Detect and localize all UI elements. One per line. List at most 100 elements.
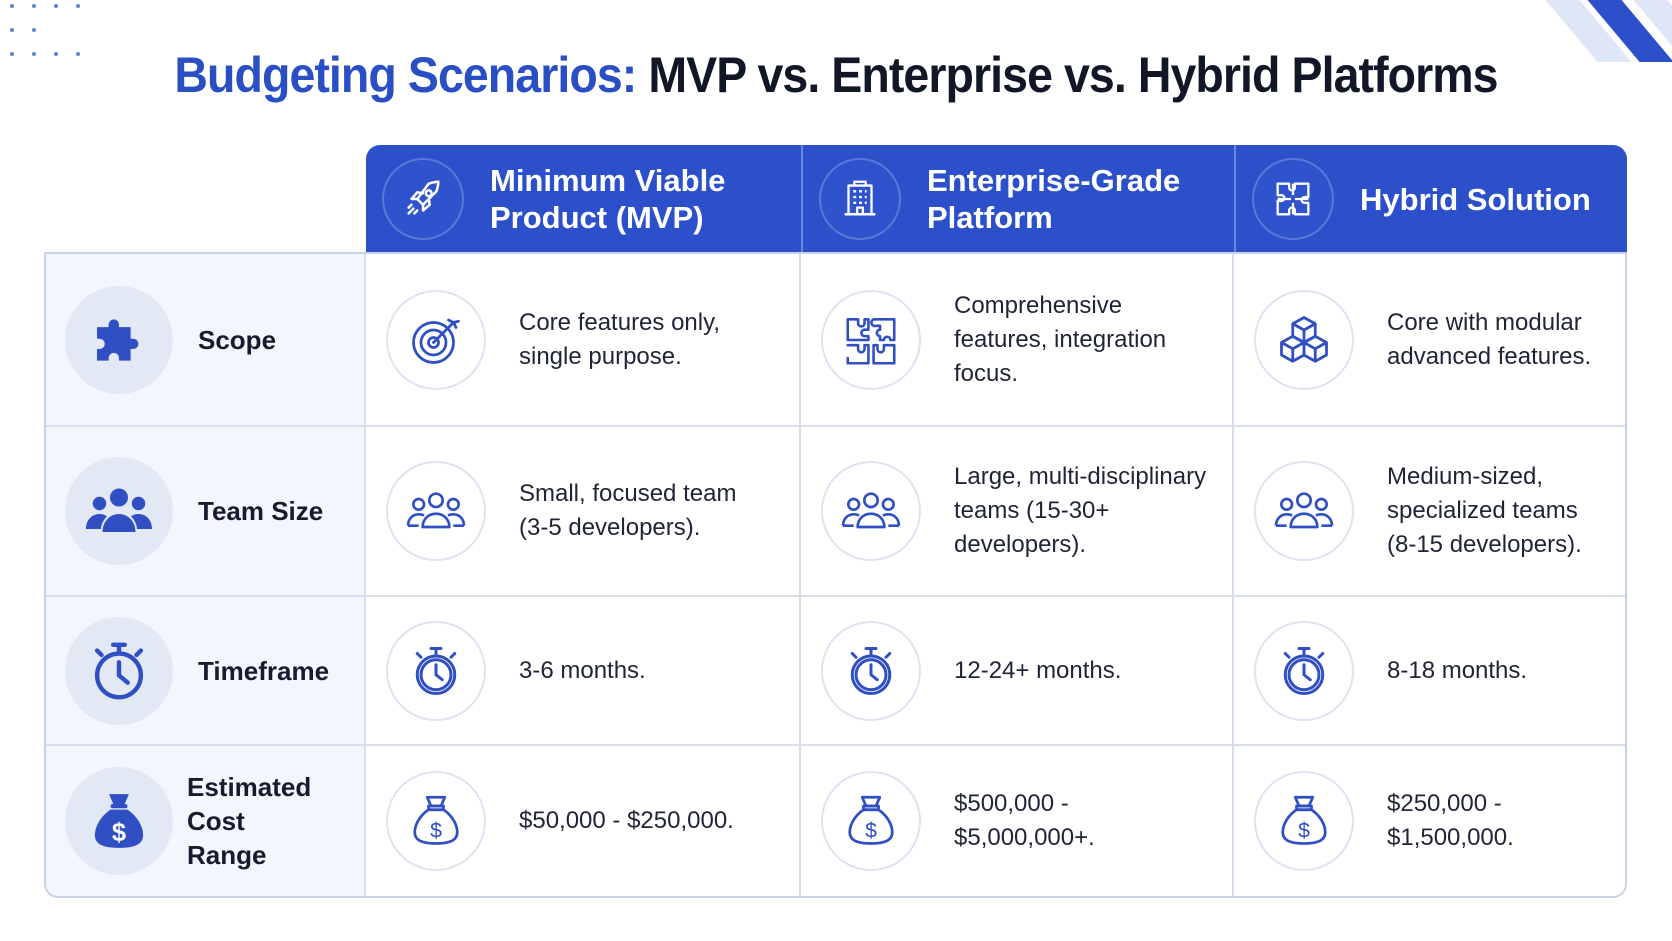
cell-text-line: Large, multi-disciplinary (954, 463, 1207, 490)
stopwatch-outline-icon (821, 620, 921, 721)
stopwatch-outline-icon (386, 620, 486, 721)
cell-text-line: specialized teams (1387, 497, 1578, 524)
svg-text:$: $ (112, 819, 126, 847)
decorative-dot (32, 28, 36, 32)
decorative-dot (54, 4, 58, 8)
table-cell: $ $50,000 - $250,000. (366, 746, 801, 896)
svg-text:$: $ (430, 818, 442, 842)
cell-text-line: teams (15-30+ (954, 497, 1110, 524)
decorative-dot (10, 28, 14, 32)
cell-text-line: $500,000 - (954, 790, 1069, 817)
column-header-hybrid: Hybrid Solution (1234, 145, 1627, 253)
puzzle-piece-icon (65, 285, 173, 394)
column-header-label: Hybrid Solution (1360, 181, 1591, 218)
cell-text-line: advanced features. (1387, 342, 1592, 370)
table-cell: Comprehensive features, integration focu… (801, 254, 1234, 425)
table-cell: 3-6 months. (366, 597, 801, 744)
cell-text: 3-6 months. (519, 654, 646, 688)
cell-text: 12-24+ months. (954, 654, 1121, 688)
svg-text:$: $ (1298, 818, 1310, 842)
cell-text-line: Core with modular (1387, 308, 1582, 336)
table-cell: Core with modular advanced features. (1234, 254, 1625, 425)
table-row-scope: Scope Core features only, single purpose… (46, 254, 1625, 425)
column-header-mvp: Minimum Viable Product (MVP) (366, 145, 801, 253)
cell-text-line: (3-5 developers). (519, 514, 701, 541)
team-outline-icon (821, 461, 921, 561)
decorative-dot (54, 52, 58, 56)
title-accent: Budgeting Scenarios: (174, 47, 637, 103)
svg-text:$: $ (865, 818, 877, 842)
cell-text-line: Medium-sized, (1387, 463, 1544, 490)
row-label-line: Estimated Cost (187, 772, 312, 836)
cell-text-line: 8-18 months. (1387, 656, 1528, 684)
row-label-cell: $ Estimated Cost Range (46, 746, 366, 896)
table-cell: 8-18 months. (1234, 597, 1625, 744)
row-label-cell: Scope (46, 254, 366, 425)
column-header-line: Minimum Viable (490, 163, 726, 198)
cell-text: Large, multi-disciplinary teams (15-30+ … (954, 460, 1206, 562)
row-label-cell: Team Size (46, 427, 366, 595)
decorative-dots (6, 0, 96, 62)
decorative-dot (32, 4, 36, 8)
table-cell: Small, focused team (3-5 developers). (366, 427, 801, 595)
page-title: Budgeting Scenarios: MVP vs. Enterprise … (59, 46, 1614, 104)
row-label-line: Team Size (198, 496, 324, 526)
table-cell: $ $250,000 - $1,500,000. (1234, 746, 1625, 896)
cell-text-line: $50,000 - $250,000. (519, 807, 734, 834)
cell-text-line: Core features only, (519, 308, 720, 336)
cell-text-line: 12-24+ months. (954, 656, 1122, 684)
money-bag-outline-icon: $ (1254, 771, 1354, 871)
cell-text: $500,000 - $5,000,000+. (954, 787, 1095, 855)
cell-text: $250,000 - $1,500,000. (1387, 787, 1514, 855)
table-cell: Large, multi-disciplinary teams (15-30+ … (801, 427, 1234, 595)
cell-text-line: $1,500,000. (1387, 824, 1514, 851)
column-header: Minimum Viable Product (MVP) Enterprise-… (366, 145, 1627, 253)
stopwatch-outline-icon (1254, 620, 1354, 721)
table-row-team-size: Team Size Small, focused team (3-5 devel… (46, 425, 1625, 595)
puzzle-icon (1252, 158, 1334, 240)
cell-text-line: 3-6 months. (519, 656, 646, 684)
column-header-line: Hybrid Solution (1360, 181, 1591, 217)
row-label-line: Timeframe (198, 655, 330, 686)
decorative-dot (76, 4, 80, 8)
cell-text-line: single purpose. (519, 342, 682, 370)
comparison-table: Scope Core features only, single purpose… (44, 252, 1627, 898)
row-label-line: Scope (198, 324, 277, 355)
cubes-icon (1254, 289, 1354, 390)
column-header-line: Platform (927, 200, 1053, 235)
table-row-timeframe: Timeframe 3-6 months. (46, 595, 1625, 744)
row-label: Timeframe (198, 654, 329, 688)
table-row-cost: $ Estimated Cost Range $ $50,000 - $250,… (46, 744, 1625, 896)
team-icon (65, 457, 173, 565)
puzzle-pieces-icon (821, 289, 921, 390)
cell-text: Comprehensive features, integration focu… (954, 289, 1166, 391)
cell-text: Core with modular advanced features. (1387, 306, 1591, 374)
column-header-enterprise: Enterprise-Grade Platform (801, 145, 1234, 253)
decorative-dot (10, 52, 14, 56)
decorative-dot (76, 52, 80, 56)
team-outline-icon (1254, 461, 1354, 561)
cell-text: Medium-sized, specialized teams (8-15 de… (1387, 460, 1582, 562)
money-bag-icon: $ (65, 767, 173, 875)
column-header-line: Product (MVP) (490, 200, 704, 235)
table-cell: $ $500,000 - $5,000,000+. (801, 746, 1234, 896)
cell-text-line: $5,000,000+. (954, 824, 1095, 851)
title-rest: MVP vs. Enterprise vs. Hybrid Platforms (648, 47, 1498, 103)
table-cell: Core features only, single purpose. (366, 254, 801, 425)
cell-text: 8-18 months. (1387, 654, 1527, 688)
cell-text-line: focus. (954, 359, 1019, 387)
column-header-label: Enterprise-Grade Platform (927, 162, 1180, 236)
target-icon (386, 289, 486, 390)
stopwatch-icon (65, 616, 173, 725)
cell-text: Small, focused team (3-5 developers). (519, 477, 736, 545)
row-label-cell: Timeframe (46, 597, 366, 744)
column-header-line: Enterprise-Grade (927, 163, 1181, 198)
cell-text-line: features, integration (954, 325, 1167, 353)
row-label: Team Size (198, 494, 323, 528)
row-label-line: Range (187, 840, 267, 870)
money-bag-outline-icon: $ (821, 771, 921, 871)
column-header-label: Minimum Viable Product (MVP) (490, 162, 725, 236)
cell-text-line: $250,000 - (1387, 790, 1502, 817)
cell-text-line: Comprehensive (954, 291, 1123, 319)
team-outline-icon (386, 461, 486, 561)
